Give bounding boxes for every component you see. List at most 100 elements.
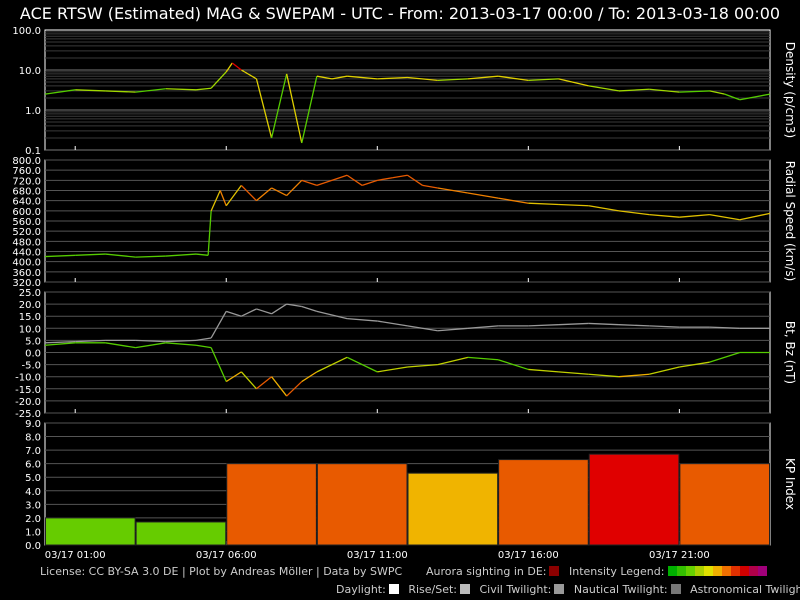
- series-bt-segment: [210, 311, 227, 339]
- kp-bar: [679, 463, 770, 546]
- series-bz-segment: [135, 342, 166, 349]
- series-bt-segment: [271, 303, 288, 315]
- y-tick-label: 1.0: [25, 527, 41, 538]
- y-tick-label: 560.0: [12, 217, 41, 228]
- series-bt-segment: [195, 337, 212, 342]
- series-bt-segment: [241, 308, 257, 317]
- x-tick-label: 03/17 16:00: [498, 550, 559, 561]
- twilight-legend: Daylight: Rise/Set: Civil Twilight: Naut…: [336, 583, 800, 596]
- series-segment: [377, 76, 408, 80]
- intensity-swatch: [668, 566, 678, 576]
- x-tick-label: 03/17 06:00: [196, 550, 257, 561]
- kp-bar: [407, 472, 499, 546]
- y-tick-label: 520.0: [12, 227, 41, 238]
- y-tick-label: 3.0: [25, 500, 41, 511]
- y-tick-label: -10.0: [15, 373, 41, 384]
- riseset-label: Rise/Set:: [408, 583, 457, 596]
- y-tick-label: 0.0: [25, 349, 41, 360]
- y-tick-label: 100.0: [12, 26, 41, 37]
- y-tick-label: -20.0: [15, 397, 41, 408]
- series-segment: [210, 190, 221, 212]
- intensity-swatch: [677, 566, 687, 576]
- series-bz-segment: [195, 344, 212, 349]
- series-segment: [498, 75, 529, 82]
- intensity-swatch: [731, 566, 741, 576]
- series-segment: [467, 75, 499, 80]
- series-segment: [270, 73, 288, 139]
- aurora-legend: Aurora sighting in DE: Intensity Legend:: [426, 565, 768, 579]
- series-bt-segment: [226, 310, 242, 317]
- series-bz-segment: [649, 366, 680, 375]
- x-tick-label: 03/17 01:00: [45, 550, 106, 561]
- series-segment: [618, 210, 650, 216]
- y-tick-label: 760.0: [12, 166, 41, 177]
- y-tick-label: 9.0: [25, 419, 41, 430]
- series-segment: [165, 88, 197, 91]
- civil-label: Civil Twilight:: [479, 583, 552, 596]
- y-tick-label: 600.0: [12, 207, 41, 218]
- series-bt-segment: [558, 322, 589, 326]
- series-segment: [407, 174, 423, 186]
- intensity-label: Intensity Legend:: [568, 565, 665, 578]
- series-bz-segment: [165, 342, 197, 346]
- series-bt-segment: [75, 339, 106, 343]
- aurora-label: Aurora sighting in DE:: [426, 565, 547, 578]
- y-tick-label: 5.0: [25, 473, 41, 484]
- series-segment: [225, 62, 233, 73]
- daylight-swatch: [388, 584, 399, 594]
- y-tick-label: 4.0: [25, 487, 41, 498]
- kp-bar: [588, 453, 680, 546]
- y-tick-label: 360.0: [12, 268, 41, 279]
- y-tick-label: 7.0: [25, 446, 41, 457]
- y-tick-label: -25.0: [15, 409, 41, 420]
- nautical-label: Nautical Twilight:: [573, 583, 668, 596]
- y-axis-label: Radial Speed (km/s): [783, 161, 797, 282]
- series-bt-segment: [316, 310, 348, 320]
- y-tick-label: 400.0: [12, 258, 41, 269]
- y-tick-label: 800.0: [12, 156, 41, 167]
- x-tick-label: 03/17 11:00: [347, 550, 408, 561]
- series-segment: [437, 187, 469, 194]
- series-segment: [135, 255, 166, 258]
- series-bz-segment: [316, 356, 348, 373]
- series-segment: [286, 179, 303, 197]
- series-bz-segment: [407, 363, 438, 368]
- daylight-label: Daylight:: [336, 583, 386, 596]
- series-segment: [528, 202, 559, 206]
- y-tick-label: 720.0: [12, 176, 41, 187]
- y-tick-label: 8.0: [25, 433, 41, 444]
- y-tick-label: 640.0: [12, 197, 41, 208]
- y-tick-label: 1.0: [25, 106, 41, 117]
- y-tick-label: 320.0: [12, 278, 41, 289]
- kp-bar: [45, 517, 136, 546]
- series-bz-segment: [346, 356, 378, 373]
- series-segment: [301, 179, 318, 187]
- series-segment: [331, 75, 348, 80]
- series-bz-segment: [286, 381, 303, 397]
- series-segment: [346, 174, 363, 186]
- intensity-swatch: [740, 566, 750, 576]
- series-bz-segment: [301, 371, 318, 383]
- series-segment: [679, 213, 710, 218]
- series-bt-segment: [44, 340, 76, 344]
- series-bt-segment: [618, 324, 650, 327]
- series-bz-segment: [467, 356, 499, 361]
- y-tick-label: 480.0: [12, 237, 41, 248]
- series-bt-segment: [588, 322, 619, 326]
- series-segment: [240, 184, 257, 202]
- y-tick-label: 15.0: [19, 312, 41, 323]
- y-tick-label: 20.0: [19, 300, 41, 311]
- series-segment: [165, 253, 197, 257]
- series-segment: [392, 174, 408, 179]
- panel-1: 800.0760.0720.0680.0640.0600.0560.0520.0…: [12, 156, 797, 289]
- series-bt-segment: [467, 325, 499, 329]
- y-tick-label: 6.0: [25, 460, 41, 471]
- series-segment: [739, 93, 771, 101]
- series-bz-segment: [437, 356, 469, 366]
- x-tick-label: 03/17 21:00: [649, 550, 710, 561]
- series-bt-segment: [437, 327, 468, 332]
- y-tick-label: 2.0: [25, 514, 41, 525]
- y-tick-label: -5.0: [21, 361, 41, 372]
- panel-frame: [44, 29, 771, 151]
